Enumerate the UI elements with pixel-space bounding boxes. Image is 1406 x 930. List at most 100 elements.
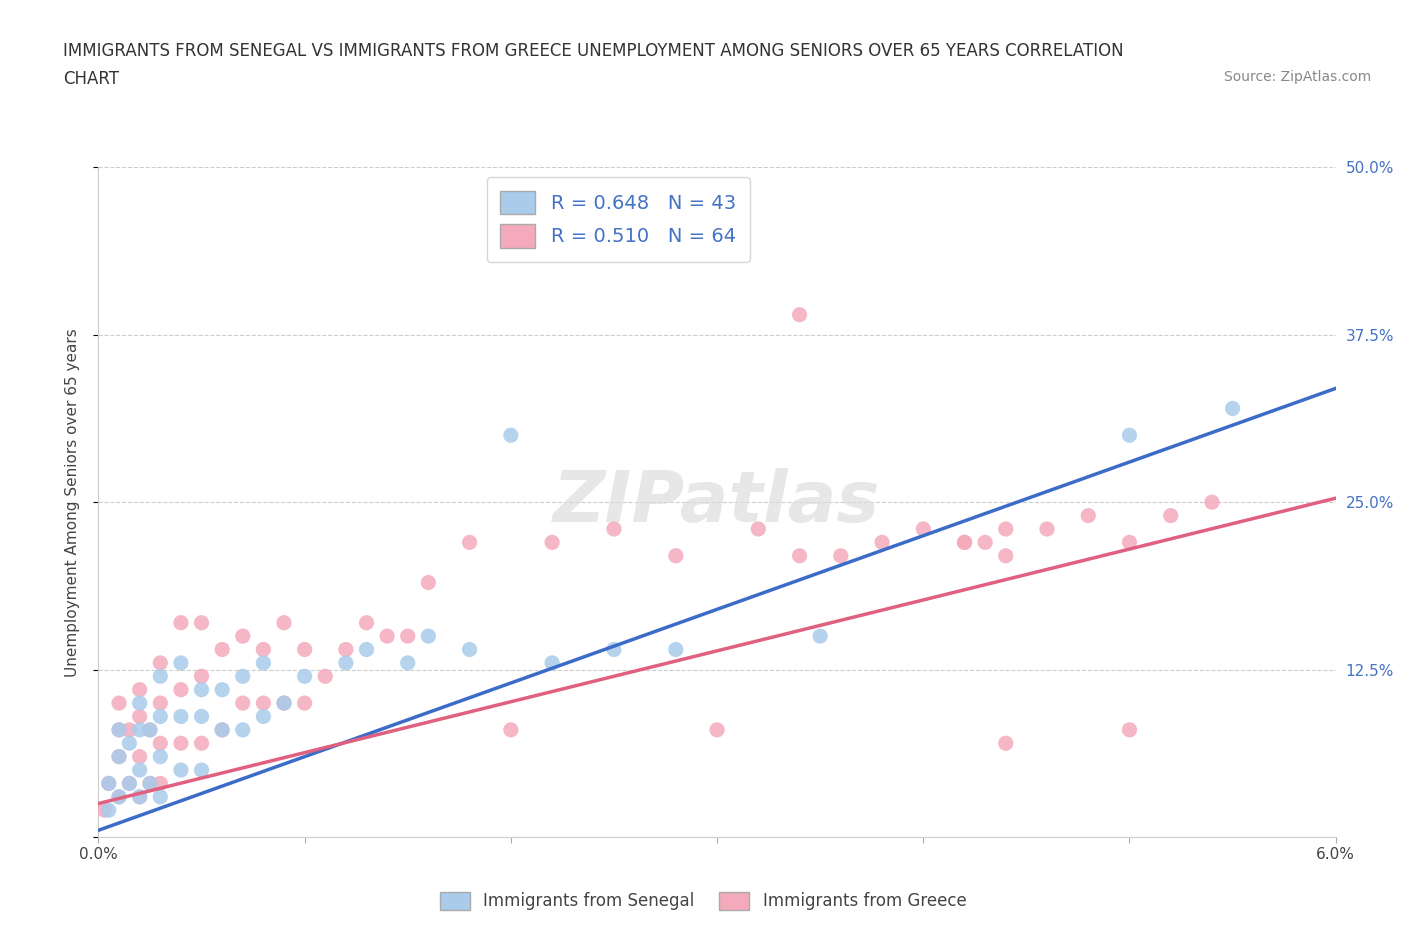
Point — [665, 642, 688, 657]
Text: ZIPatlas: ZIPatlas — [554, 468, 880, 537]
Point — [149, 776, 172, 790]
Point — [273, 696, 295, 711]
Point — [1201, 495, 1223, 510]
Point — [953, 535, 976, 550]
Point — [1077, 508, 1099, 523]
Point — [1160, 508, 1182, 523]
Point — [356, 616, 378, 631]
Point — [211, 642, 233, 657]
Point — [139, 723, 162, 737]
Legend: Immigrants from Senegal, Immigrants from Greece: Immigrants from Senegal, Immigrants from… — [433, 885, 973, 917]
Point — [128, 790, 150, 804]
Point — [418, 575, 440, 590]
Point — [118, 776, 141, 790]
Point — [190, 709, 212, 724]
Point — [499, 723, 522, 737]
Point — [118, 776, 141, 790]
Point — [273, 616, 295, 631]
Text: CHART: CHART — [63, 70, 120, 87]
Point — [97, 776, 120, 790]
Point — [128, 723, 150, 737]
Point — [603, 522, 626, 537]
Point — [128, 763, 150, 777]
Point — [294, 696, 316, 711]
Point — [170, 736, 193, 751]
Point — [108, 723, 131, 737]
Point — [396, 629, 419, 644]
Point — [118, 736, 141, 751]
Point — [108, 790, 131, 804]
Point — [149, 669, 172, 684]
Point — [170, 656, 193, 671]
Point — [273, 696, 295, 711]
Point — [211, 723, 233, 737]
Point — [994, 736, 1017, 751]
Point — [170, 763, 193, 777]
Point — [139, 776, 162, 790]
Point — [190, 616, 212, 631]
Point — [232, 669, 254, 684]
Point — [314, 669, 336, 684]
Point — [252, 642, 274, 657]
Point — [789, 549, 811, 564]
Point — [149, 696, 172, 711]
Point — [93, 803, 115, 817]
Point — [458, 642, 481, 657]
Point — [541, 656, 564, 671]
Legend: R = 0.648   N = 43, R = 0.510   N = 64: R = 0.648 N = 43, R = 0.510 N = 64 — [486, 177, 749, 261]
Point — [1118, 535, 1140, 550]
Point — [108, 723, 131, 737]
Point — [1118, 428, 1140, 443]
Point — [108, 790, 131, 804]
Point — [294, 642, 316, 657]
Point — [953, 535, 976, 550]
Point — [1222, 401, 1244, 416]
Point — [747, 522, 769, 537]
Point — [356, 642, 378, 657]
Y-axis label: Unemployment Among Seniors over 65 years: Unemployment Among Seniors over 65 years — [65, 328, 80, 677]
Point — [252, 709, 274, 724]
Point — [974, 535, 997, 550]
Point — [211, 723, 233, 737]
Point — [789, 307, 811, 322]
Point — [149, 709, 172, 724]
Point — [994, 522, 1017, 537]
Point — [603, 642, 626, 657]
Point — [912, 522, 935, 537]
Point — [252, 696, 274, 711]
Point — [211, 683, 233, 698]
Point — [541, 535, 564, 550]
Point — [190, 683, 212, 698]
Text: IMMIGRANTS FROM SENEGAL VS IMMIGRANTS FROM GREECE UNEMPLOYMENT AMONG SENIORS OVE: IMMIGRANTS FROM SENEGAL VS IMMIGRANTS FR… — [63, 42, 1123, 60]
Point — [335, 642, 357, 657]
Point — [190, 736, 212, 751]
Point — [232, 696, 254, 711]
Point — [97, 776, 120, 790]
Text: Source: ZipAtlas.com: Source: ZipAtlas.com — [1223, 70, 1371, 84]
Point — [139, 723, 162, 737]
Point — [375, 629, 398, 644]
Point — [994, 549, 1017, 564]
Point — [149, 790, 172, 804]
Point — [396, 656, 419, 671]
Point — [108, 750, 131, 764]
Point — [118, 723, 141, 737]
Point — [1036, 522, 1059, 537]
Point — [128, 790, 150, 804]
Point — [665, 549, 688, 564]
Point — [808, 629, 831, 644]
Point — [190, 669, 212, 684]
Point — [149, 736, 172, 751]
Point — [232, 723, 254, 737]
Point — [128, 750, 150, 764]
Point — [1118, 723, 1140, 737]
Point — [830, 549, 852, 564]
Point — [190, 763, 212, 777]
Point — [128, 683, 150, 698]
Point — [458, 535, 481, 550]
Point — [149, 656, 172, 671]
Point — [128, 709, 150, 724]
Point — [294, 669, 316, 684]
Point — [232, 629, 254, 644]
Point — [128, 696, 150, 711]
